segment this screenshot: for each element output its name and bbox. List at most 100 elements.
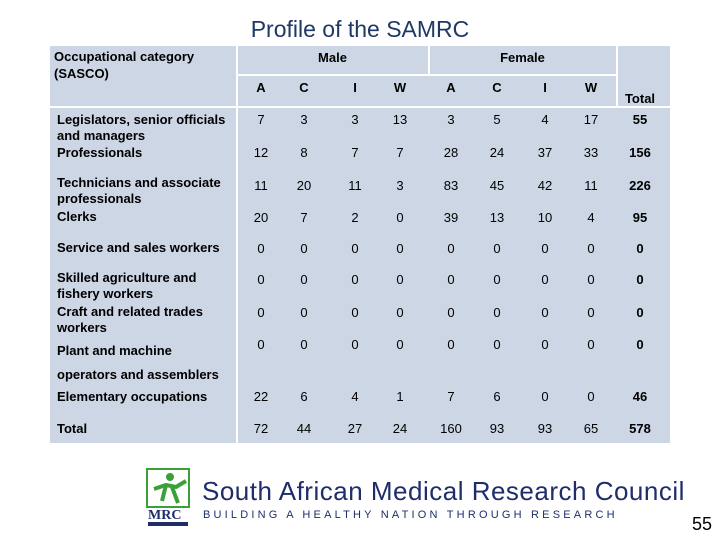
- council-name: South African Medical Research Council: [202, 476, 685, 506]
- table-cell: 0: [541, 337, 549, 352]
- table-cell: 10: [537, 210, 553, 225]
- table-cell: 22: [253, 389, 269, 404]
- grid-line: [236, 46, 238, 443]
- table-cell: 28: [443, 145, 459, 160]
- table-cell: 0: [447, 241, 455, 256]
- table-cell: 0: [541, 272, 549, 287]
- table-cell: 0: [396, 210, 404, 225]
- table-cell: 0: [493, 241, 501, 256]
- table-cell: 0: [396, 337, 404, 352]
- table-cell: 17: [583, 112, 599, 127]
- table-cell: 72: [253, 421, 269, 436]
- column-header: W: [393, 80, 407, 95]
- table-cell: 8: [300, 145, 308, 160]
- table-cell: 24: [489, 145, 505, 160]
- table-cell: 0: [257, 272, 265, 287]
- table-cell: 33: [583, 145, 599, 160]
- table-cell: 11: [348, 178, 362, 193]
- row-total: 0: [636, 241, 644, 256]
- table-cell: 37: [537, 145, 553, 160]
- grid-line: [236, 74, 618, 76]
- table-cell: 24: [392, 421, 408, 436]
- table-cell: 0: [493, 305, 501, 320]
- table-cell: 4: [541, 112, 549, 127]
- table-cell: 83: [443, 178, 459, 193]
- grid-line: [50, 106, 670, 108]
- column-header: I: [353, 80, 357, 95]
- table-cell: 0: [396, 272, 404, 287]
- table-cell: 27: [347, 421, 363, 436]
- profile-table: [50, 46, 670, 443]
- table-cell: 3: [351, 112, 359, 127]
- row-label: Elementary occupations: [57, 389, 208, 404]
- table-cell: 0: [587, 272, 595, 287]
- row-label: Skilled agriculture and fishery workers: [57, 270, 197, 301]
- table-cell: 20: [253, 210, 269, 225]
- table-cell: 0: [351, 272, 359, 287]
- tagline: BUILDING A HEALTHY NATION THROUGH RESEAR…: [203, 509, 618, 521]
- column-header: W: [584, 80, 598, 95]
- table-cell: 93: [489, 421, 505, 436]
- row-label: Legislators, senior officials and manage…: [57, 112, 226, 143]
- table-cell: 0: [541, 389, 549, 404]
- row-total: 55: [632, 112, 648, 127]
- table-cell: 0: [587, 337, 595, 352]
- page-title: Profile of the SAMRC: [250, 16, 470, 42]
- table-cell: 0: [541, 241, 549, 256]
- table-cell: 0: [257, 337, 265, 352]
- row-total: 578: [629, 421, 651, 436]
- table-cell: 93: [537, 421, 553, 436]
- table-cell: 7: [396, 145, 404, 160]
- table-cell: 45: [489, 178, 505, 193]
- table-cell: 0: [396, 241, 404, 256]
- row-total: 156: [629, 145, 651, 160]
- table-cell: 0: [587, 389, 595, 404]
- table-cell: 0: [493, 337, 501, 352]
- table-cell: 11: [254, 178, 268, 193]
- table-cell: 3: [447, 112, 455, 127]
- table-cell: 0: [493, 272, 501, 287]
- column-header: C: [492, 80, 502, 95]
- table-cell: 0: [447, 305, 455, 320]
- table-cell: 0: [447, 337, 455, 352]
- row-total: 0: [636, 305, 644, 320]
- table-cell: 7: [447, 389, 455, 404]
- table-cell: 160: [440, 421, 462, 436]
- table-cell: 3: [396, 178, 404, 193]
- table-cell: 13: [489, 210, 505, 225]
- row-label: Service and sales workers: [57, 240, 220, 255]
- table-cell: 0: [587, 241, 595, 256]
- table-cell: 0: [351, 337, 359, 352]
- table-cell: 11: [584, 178, 598, 193]
- table-cell: 65: [583, 421, 599, 436]
- table-cell: 0: [300, 272, 308, 287]
- row-label: Technicians and associate professionals: [57, 175, 221, 206]
- table-cell: 0: [447, 272, 455, 287]
- svg-text:MRC: MRC: [148, 508, 181, 523]
- table-cell: 6: [493, 389, 501, 404]
- table-cell: 0: [300, 337, 308, 352]
- table-cell: 0: [396, 305, 404, 320]
- row-label-continued: operators and assemblers: [57, 367, 219, 382]
- table-cell: 7: [257, 112, 265, 127]
- row-total: 0: [636, 337, 644, 352]
- female-header: Female: [500, 50, 545, 65]
- table-cell: 44: [296, 421, 312, 436]
- table-cell: 39: [443, 210, 459, 225]
- table-cell: 0: [300, 305, 308, 320]
- table-cell: 0: [300, 241, 308, 256]
- column-header: A: [256, 80, 266, 95]
- samrc-logo: MRC: [146, 467, 192, 527]
- table-cell: 0: [257, 305, 265, 320]
- row-label: Craft and related trades workers: [57, 304, 203, 335]
- table-cell: 4: [351, 389, 359, 404]
- row-total: 95: [632, 210, 648, 225]
- table-cell: 13: [392, 112, 408, 127]
- column-header: C: [299, 80, 309, 95]
- grid-line: [428, 46, 430, 76]
- table-cell: 0: [257, 241, 265, 256]
- table-cell: 7: [300, 210, 308, 225]
- row-total: 0: [636, 272, 644, 287]
- table-cell: 3: [300, 112, 308, 127]
- male-header: Male: [318, 50, 347, 65]
